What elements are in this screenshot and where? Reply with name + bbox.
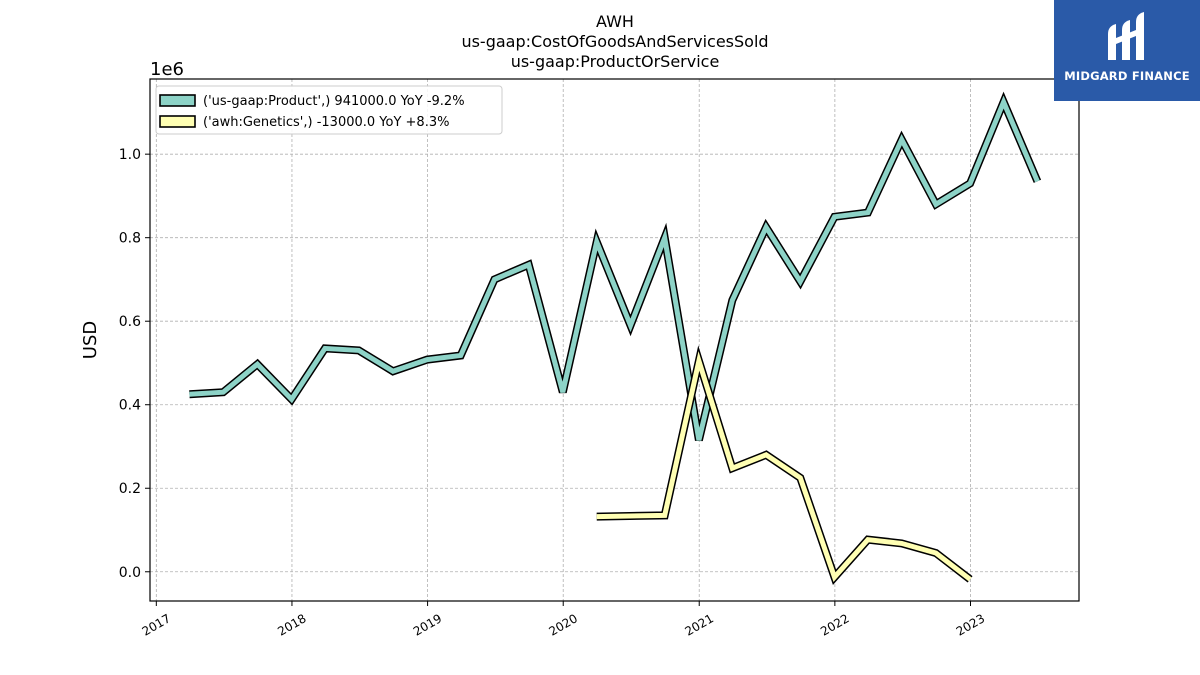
chart-title-line-3: us-gaap:ProductOrService (511, 52, 720, 71)
y-tick-label-5: 1.0 (119, 147, 141, 163)
plot-frame (149, 78, 1080, 602)
y-tick-label-4: 0.8 (119, 231, 141, 247)
x-tick-label-3: 2020 (546, 611, 579, 638)
x-tick-label-6: 2023 (954, 611, 987, 638)
y-tick-label-0: 0.0 (119, 565, 141, 581)
series-line-2 (596, 351, 972, 583)
midgard-finance-logo: MIDGARD FINANCE (1054, 0, 1200, 101)
legend-box (155, 85, 503, 135)
y-tick-label-1: 0.2 (119, 481, 141, 497)
y-axis-label: USD (80, 321, 101, 359)
logo-text: MIDGARD FINANCE (1064, 69, 1190, 83)
legend-label-1: ('us-gaap:Product',) 941000.0 YoY -9.2% (203, 94, 465, 109)
chart-title-line-1: AWH (596, 12, 634, 31)
series-line-1 (189, 95, 1040, 441)
midgard-logo-icon (1108, 12, 1144, 60)
y-axis-multiplier: 1e6 (150, 59, 184, 80)
y-tick-label-2: 0.4 (119, 398, 141, 414)
x-tick-label-4: 2021 (682, 611, 715, 638)
x-tick-label-2: 2019 (411, 611, 444, 638)
x-tick-label-5: 2022 (818, 611, 851, 638)
legend-swatch-1 (159, 94, 196, 107)
x-tick-label-1: 2018 (275, 611, 308, 638)
chart-title-line-2: us-gaap:CostOfGoodsAndServicesSold (461, 32, 768, 51)
x-tick-label-0: 2017 (140, 611, 173, 638)
legend-label-2: ('awh:Genetics',) -13000.0 YoY +8.3% (203, 115, 449, 130)
y-tick-label-3: 0.6 (119, 314, 141, 330)
legend-swatch-2 (159, 115, 196, 128)
legend: ('us-gaap:Product',) 941000.0 YoY -9.2% (… (155, 85, 503, 135)
